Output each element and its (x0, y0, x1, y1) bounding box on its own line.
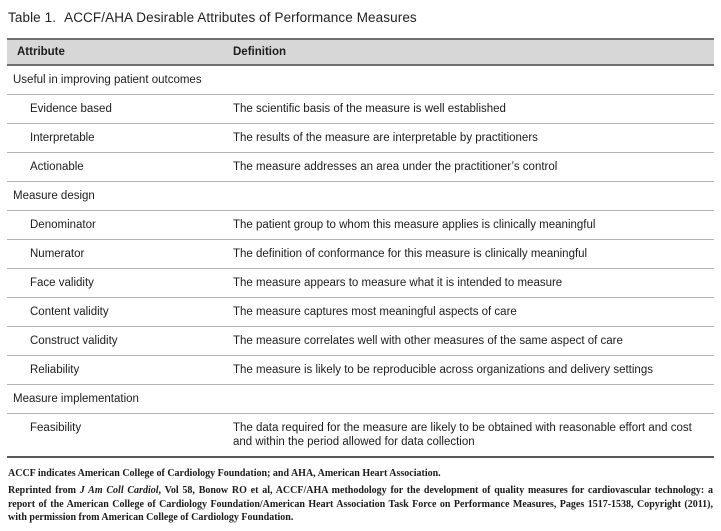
table-row: Content validity The measure captures mo… (7, 298, 714, 327)
table-row: Actionable The measure addresses an area… (7, 153, 714, 182)
reprint-prefix: Reprinted from (8, 485, 80, 497)
column-header-attribute: Attribute (17, 46, 65, 58)
section-header-label: Measure implementation (13, 393, 139, 405)
attribute-cell: Numerator (30, 248, 85, 260)
column-header-definition: Definition (233, 46, 287, 58)
table-row: Denominator The patient group to whom th… (7, 211, 714, 240)
definition-cell: The patient group to whom this measure a… (233, 219, 596, 231)
table-title-text: ACCF/AHA Desirable Attributes of Perform… (64, 10, 417, 25)
abbreviation-note: ACCF indicates American College of Cardi… (8, 468, 441, 479)
definition-cell: The measure addresses an area under the … (233, 161, 558, 173)
section-header-label: Useful in improving patient outcomes (13, 74, 202, 86)
definition-cell: The measure captures most meaningful asp… (233, 306, 517, 318)
section-header-row: Measure design (7, 182, 714, 211)
footnotes: ACCF indicates American College of Cardi… (7, 467, 714, 525)
reprint-note: Reprinted from J Am Coll Cardiol, Vol 58… (8, 484, 713, 524)
attribute-cell: Evidence based (30, 103, 112, 115)
journal-name: J Am Coll Cardiol (79, 485, 159, 497)
table-row: Numerator The definition of conformance … (7, 240, 714, 269)
definition-cell: The definition of conformance for this m… (233, 248, 588, 260)
attribute-cell: Feasibility (30, 422, 82, 434)
section-header-row: Measure implementation (7, 385, 714, 414)
definition-cell: The measure correlates well with other m… (233, 335, 623, 347)
table-header-row: Attribute Definition (7, 40, 714, 66)
attribute-cell: Denominator (30, 219, 96, 231)
definition-cell: The measure appears to measure what it i… (233, 277, 563, 289)
definition-cell: The scientific basis of the measure is w… (233, 103, 506, 115)
attribute-cell: Reliability (30, 364, 80, 376)
definition-cell: The measure is likely to be reproducible… (233, 364, 653, 376)
attributes-table: Attribute Definition Useful in improving… (7, 38, 714, 458)
section-header-row: Useful in improving patient outcomes (7, 66, 714, 95)
table-row: Face validity The measure appears to mea… (7, 269, 714, 298)
table-title: Table 1. ACCF/AHA Desirable Attributes of… (7, 10, 714, 26)
table-number: Table 1. (8, 10, 57, 25)
table-row: Evidence based The scientific basis of t… (7, 95, 714, 124)
attribute-cell: Face validity (30, 277, 94, 289)
section-header-label: Measure design (13, 190, 95, 202)
attribute-cell: Interpretable (30, 132, 95, 144)
attribute-cell: Content validity (30, 306, 109, 318)
table-row: Reliability The measure is likely to be … (7, 356, 714, 385)
table-row: Construct validity The measure correlate… (7, 327, 714, 356)
definition-cell: The results of the measure are interpret… (233, 132, 538, 144)
reprint-rest: , Vol 58, Bonow RO et al, ACCF/AHA metho… (8, 485, 714, 524)
table-row: Feasibility The data required for the me… (7, 414, 714, 456)
table-row: Interpretable The results of the measure… (7, 124, 714, 153)
attribute-cell: Actionable (30, 161, 84, 173)
attribute-cell: Construct validity (30, 335, 118, 347)
definition-cell: The data required for the measure are li… (233, 422, 692, 448)
